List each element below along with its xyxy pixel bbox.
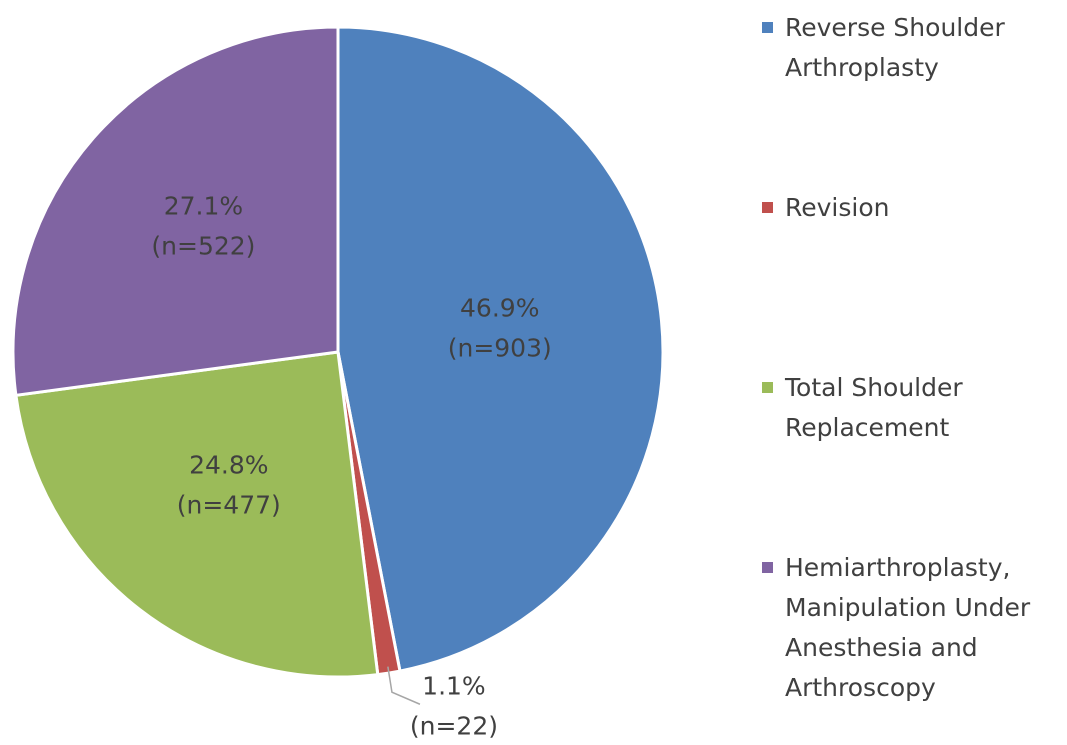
legend-text: Revision: [785, 193, 890, 222]
pie-slice: [14, 350, 380, 679]
legend-text: Reverse Shoulder Arthroplasty: [785, 13, 1005, 82]
legend-swatch: [762, 202, 773, 213]
count-label: (n=903): [448, 333, 552, 362]
legend-text: Total Shoulder Replacement: [785, 373, 963, 442]
legend-swatch: [762, 382, 773, 393]
pie-slice: [11, 25, 340, 397]
count-label: (n=522): [151, 231, 255, 260]
count-label: (n=22): [410, 711, 498, 740]
value-label: 24.8%: [189, 451, 268, 480]
legend-item: Reverse Shoulder Arthroplasty: [762, 8, 1052, 88]
data-label: 27.1% (n=522): [151, 191, 255, 260]
legend-item: Total Shoulder Replacement: [762, 368, 1052, 448]
legend-item: Hemiarthroplasty, Manipulation Under Ane…: [762, 548, 1052, 708]
value-label: 46.9%: [460, 293, 539, 322]
data-label: 1.1% (n=22): [410, 671, 498, 740]
legend-text: Hemiarthroplasty, Manipulation Under Ane…: [785, 553, 1031, 702]
legend-swatch: [762, 562, 773, 573]
count-label: (n=477): [177, 491, 281, 520]
chart: 46.9% (n=903) 1.1% (n=22) 24.8% (n=477) 27.1% (…: [11, 25, 665, 740]
data-label: 46.9% (n=903): [448, 293, 552, 362]
data-label: 24.8% (n=477): [177, 451, 281, 520]
value-label: 1.1%: [422, 671, 486, 700]
pie-slice: [336, 25, 665, 673]
legend-item: Revision: [762, 188, 1052, 228]
value-label: 27.1%: [164, 191, 243, 220]
legend-swatch: [762, 22, 773, 33]
leader-line: [387, 666, 421, 705]
